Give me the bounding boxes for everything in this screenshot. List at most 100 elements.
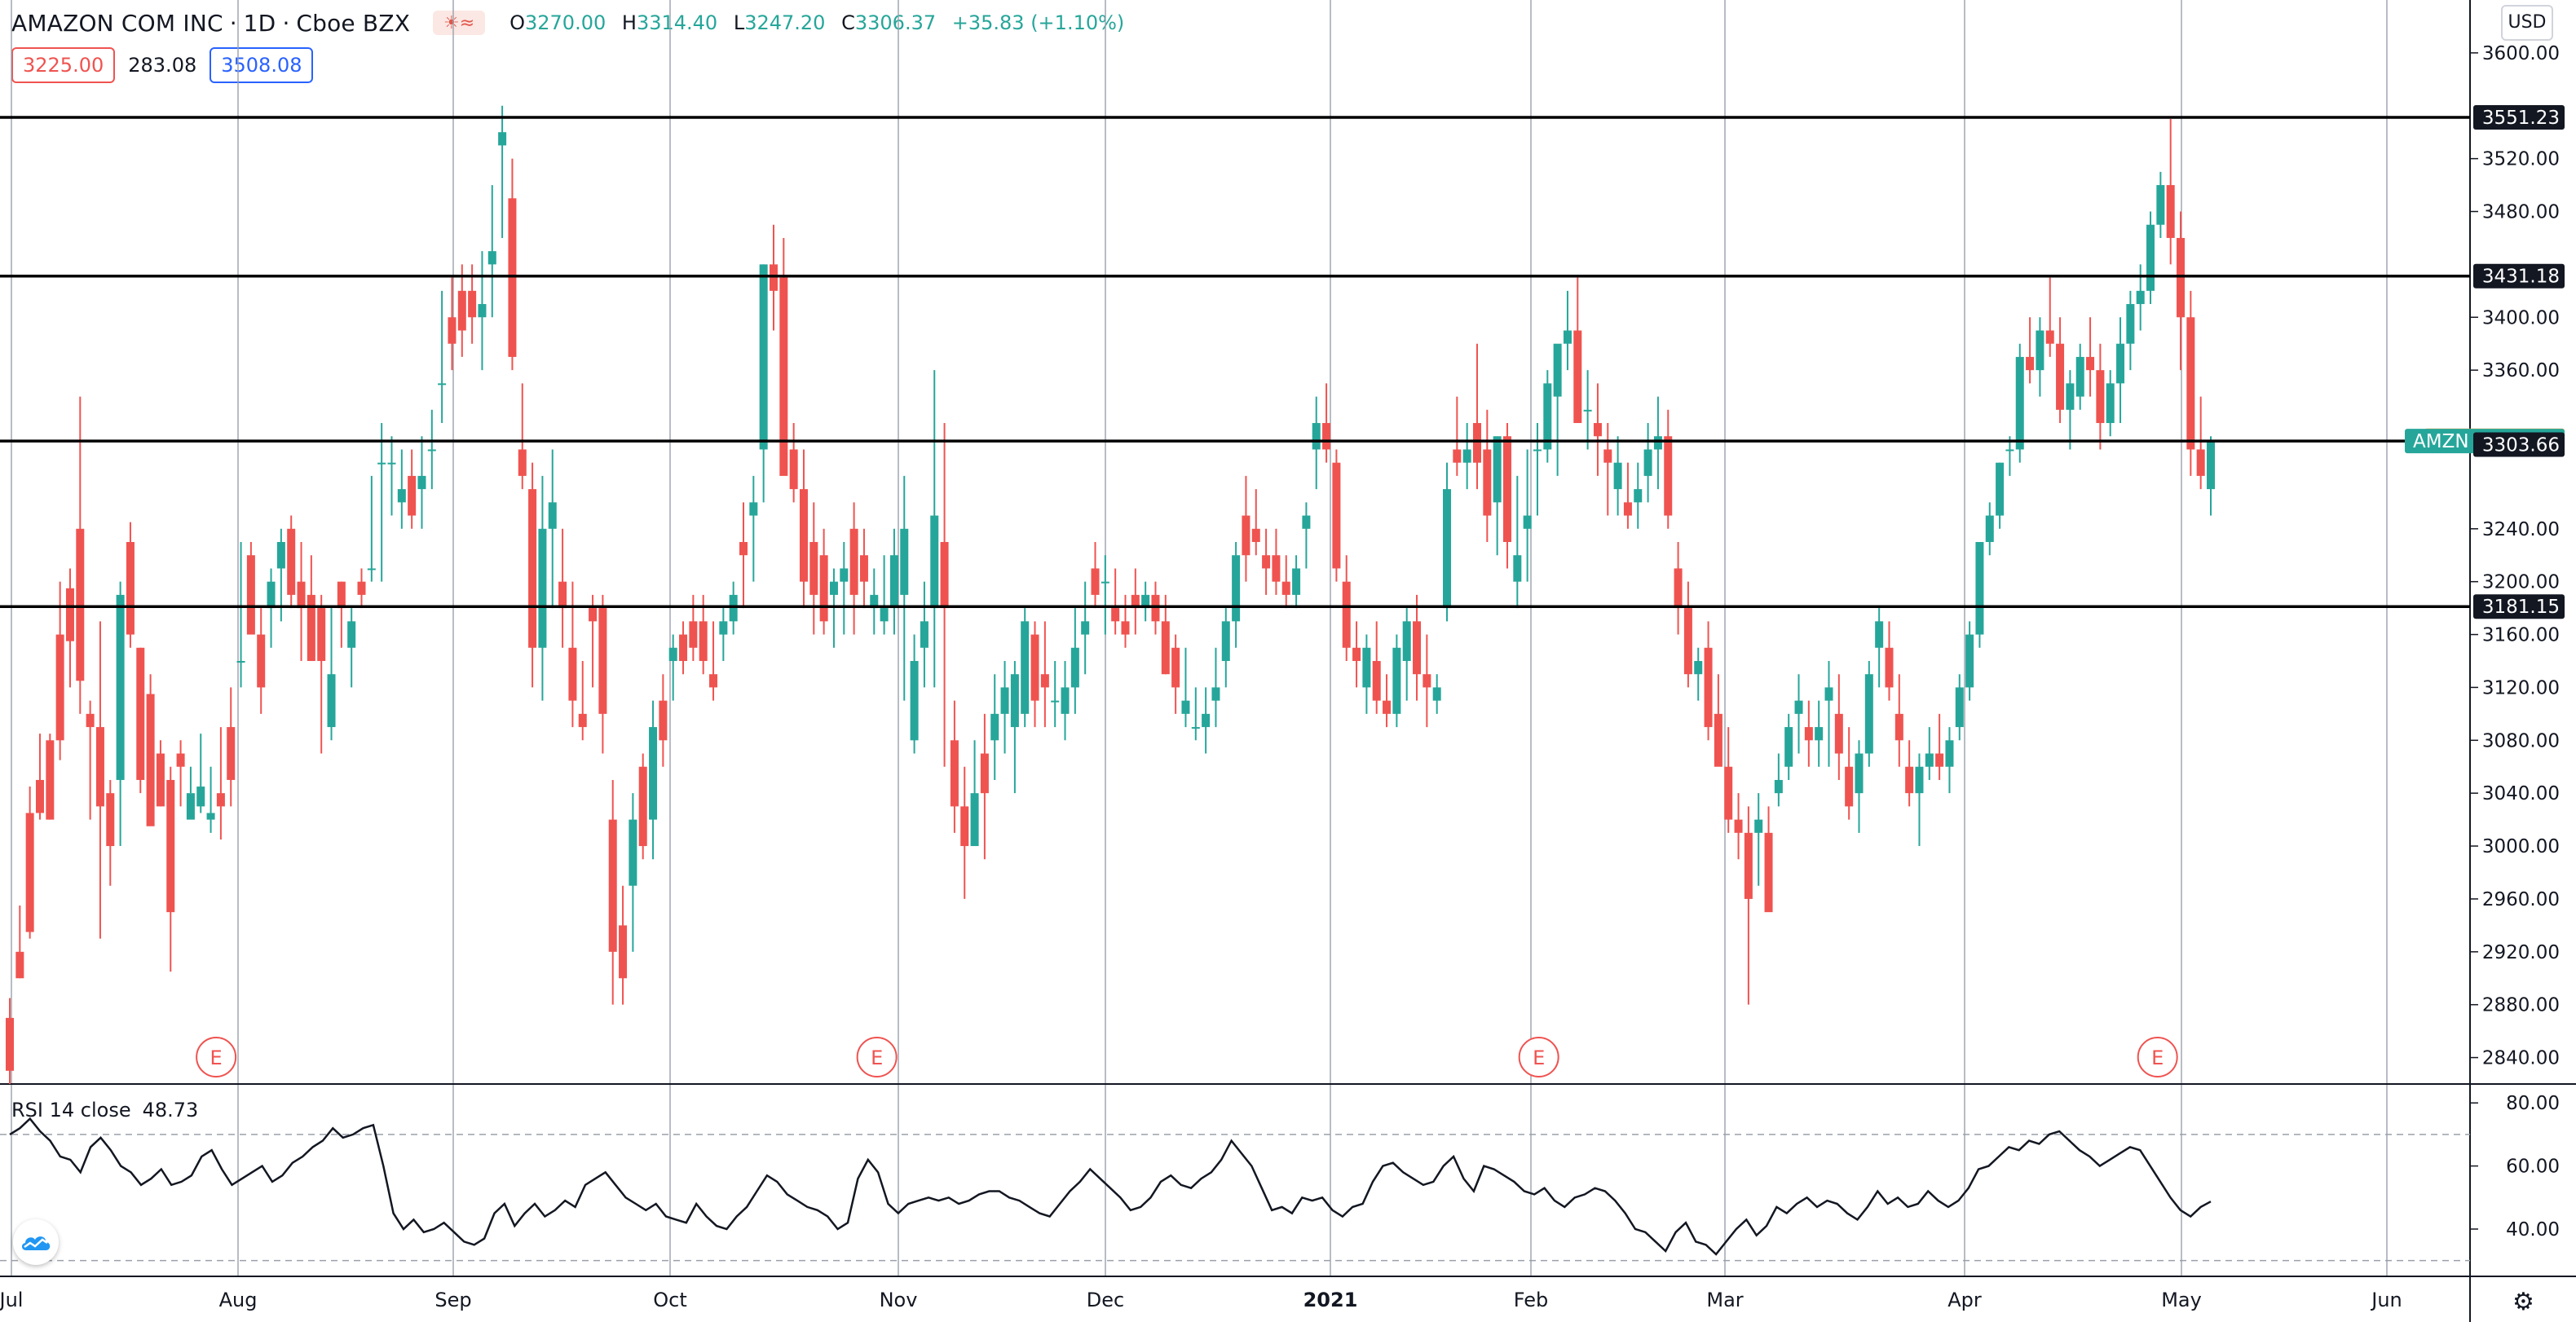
candle-body [1312, 423, 1321, 450]
candle [548, 449, 557, 609]
candle [659, 674, 668, 767]
tradingview-logo[interactable] [13, 1219, 59, 1265]
candle-body [1030, 634, 1039, 701]
open-value: 3270.00 [525, 11, 607, 34]
candle-body [327, 674, 336, 728]
currency-button[interactable]: USD [2501, 5, 2553, 41]
market-status-icon[interactable]: ☀≈ [433, 11, 486, 35]
y-tick-label: 3200.00 [2482, 572, 2560, 593]
candle [1281, 555, 1290, 609]
x-tick-label: Jul [0, 1289, 23, 1311]
symbol-name[interactable]: AMAZON COM INC [11, 9, 223, 37]
candle-body [1070, 647, 1079, 688]
candle-body [538, 528, 547, 648]
candle [146, 674, 155, 826]
exchange-label: Cboe BZX [296, 9, 411, 37]
candle-body [1091, 568, 1100, 595]
bid-button[interactable]: 3225.00 [11, 47, 116, 83]
price-label-text: 3303.66 [2482, 435, 2560, 456]
candle-body [1804, 727, 1813, 741]
interval-label[interactable]: 1D [243, 9, 276, 37]
y-tick-label: 3360.00 [2482, 360, 2560, 381]
candle [1322, 383, 1331, 463]
candle-body [729, 594, 738, 622]
price-axis-label: 3303.66 [2473, 432, 2565, 457]
candle-body [1081, 621, 1090, 635]
candle-body [739, 542, 748, 556]
candle [1643, 423, 1652, 503]
candle-body [1593, 423, 1602, 437]
candle [558, 528, 567, 648]
candle [1040, 621, 1049, 728]
candle-body [2036, 330, 2044, 371]
candle [166, 766, 175, 972]
candle [307, 555, 315, 661]
candle-body [1975, 542, 1984, 635]
candle [538, 475, 547, 701]
candle-body [980, 753, 989, 794]
candle [1292, 555, 1301, 609]
candle [2056, 317, 2065, 424]
candle [1462, 423, 1471, 490]
settings-gear-icon[interactable]: ⚙ [2512, 1288, 2534, 1316]
candle-body [598, 608, 607, 714]
x-tick-label: Mar [1706, 1289, 1743, 1311]
candle [1332, 449, 1341, 582]
price-label-text: 3181.15 [2482, 597, 2560, 618]
y-tick-label: 3000.00 [2482, 836, 2560, 857]
candle [257, 608, 266, 714]
candle [1262, 528, 1271, 595]
candle-body [659, 700, 668, 741]
candle-body [589, 608, 598, 622]
candle-body [1583, 409, 1592, 412]
candle-body [578, 713, 587, 728]
candle-body [1925, 753, 1934, 767]
candle [2207, 436, 2215, 516]
candle-body [1744, 832, 1753, 899]
candle [1744, 806, 1753, 1005]
earnings-circle [1518, 1037, 1559, 1077]
candle [1030, 621, 1039, 728]
candle-body [668, 647, 677, 661]
candle-body [1121, 621, 1130, 635]
candle [1603, 423, 1612, 516]
candle-body [1191, 727, 1200, 729]
candle [1453, 396, 1462, 476]
candle [1583, 370, 1592, 450]
candle-body [1302, 515, 1311, 529]
candle-body [106, 793, 115, 847]
candle-body [186, 793, 195, 820]
ask-button[interactable]: 3508.08 [210, 47, 314, 83]
candle [417, 436, 426, 529]
candle [1553, 343, 1562, 476]
candle [65, 568, 74, 688]
candle-body [377, 462, 386, 465]
candle [2045, 277, 2054, 357]
candle [1211, 647, 1220, 728]
candle-body [196, 787, 205, 807]
candle [1523, 449, 1532, 582]
price-label-text: 3551.23 [2482, 108, 2560, 129]
candle-body [438, 383, 447, 386]
y-tick-label: 2920.00 [2482, 942, 2560, 963]
candle [176, 740, 185, 807]
candle [1674, 542, 1683, 635]
candle-body [1111, 608, 1120, 622]
candle [1543, 370, 1552, 463]
candle [1302, 502, 1311, 569]
candle-body [136, 647, 145, 780]
candle [317, 594, 326, 754]
high-value: 3314.40 [636, 11, 718, 34]
change-value: +35.83 (+1.10%) [951, 11, 1125, 34]
candle-body [2146, 224, 2155, 291]
candle-body [1543, 383, 1552, 450]
candle-body [1996, 462, 2005, 516]
candle [1834, 674, 1843, 780]
candle [1392, 634, 1401, 728]
candle-body [1634, 489, 1643, 503]
candle-body [15, 951, 24, 979]
candle-body [257, 634, 266, 688]
candle-body [246, 555, 255, 635]
candle [739, 502, 748, 609]
